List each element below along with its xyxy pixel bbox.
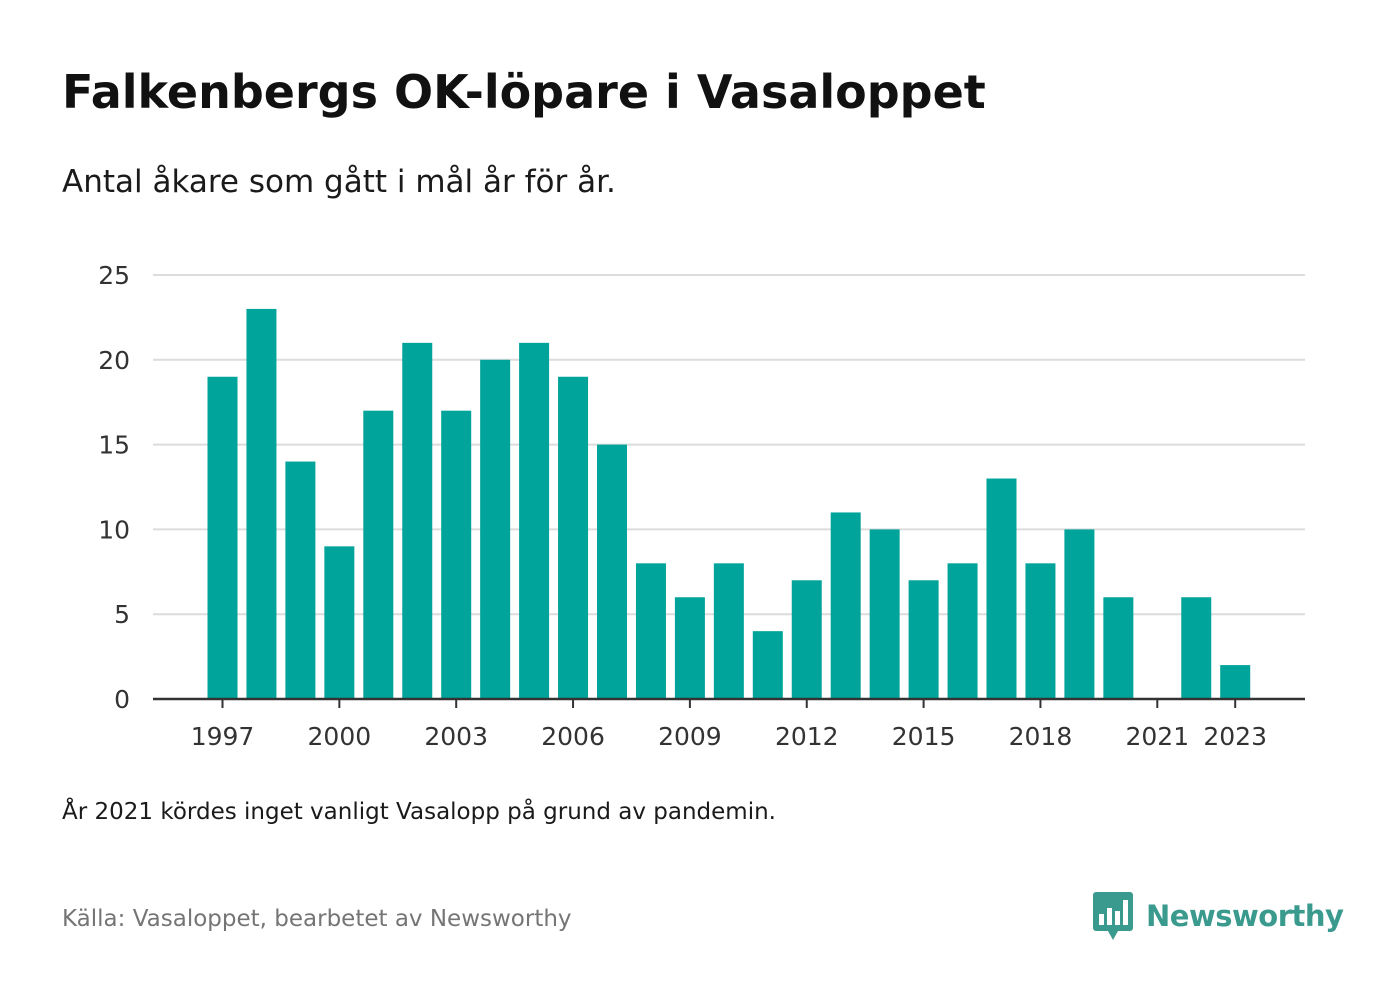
y-tick-label: 25 — [98, 261, 130, 290]
bars — [207, 308, 1251, 699]
x-axis-tick-labels: 1997 2000 2003 2006 2009 2012 2015 2018 2021 2023 — [191, 722, 1267, 751]
bar-2008 — [635, 563, 666, 699]
bar-2002 — [402, 342, 433, 699]
chart-title: Falkenbergs OK-löpare i Vasaloppet — [62, 65, 986, 119]
y-tick-label: 20 — [98, 346, 130, 375]
y-tick-label: 5 — [114, 600, 130, 629]
bar-2023 — [1220, 665, 1251, 699]
bar-2011 — [752, 631, 783, 699]
bar-2007 — [597, 444, 627, 699]
bar-2016 — [947, 563, 978, 699]
bar-2012 — [791, 580, 822, 699]
x-tick-label: 2000 — [308, 722, 372, 751]
bar-1998 — [246, 308, 277, 699]
y-tick-label: 15 — [98, 431, 130, 460]
bar-2014 — [869, 529, 900, 699]
x-tick-label: 2003 — [424, 722, 488, 751]
bar-2022 — [1181, 597, 1212, 699]
x-tick-label: 2006 — [541, 722, 605, 751]
source-credit: Källa: Vasaloppet, bearbetet av Newswort… — [62, 906, 572, 932]
bar-2019 — [1064, 529, 1095, 699]
bar-2013 — [830, 512, 861, 699]
bar-2018 — [1025, 563, 1056, 699]
x-tick-label: 2012 — [775, 722, 839, 751]
bar-2000 — [324, 546, 355, 699]
bar-2017 — [986, 478, 1017, 699]
chart-footnote: År 2021 kördes inget vanligt Vasalopp på… — [62, 799, 776, 825]
x-tick-label: 2021 — [1125, 722, 1189, 751]
newsworthy-logo: Newsworthy — [1092, 890, 1344, 942]
x-tick-label: 2015 — [892, 722, 956, 751]
bar-chart: 0 5 10 15 20 25 1997 2000 2003 2006 2009 2012 2015 2… — [98, 261, 1305, 751]
bar-2003 — [441, 410, 472, 699]
bar-1999 — [285, 461, 316, 699]
x-tick-label: 2023 — [1203, 722, 1267, 751]
bar-2020 — [1103, 597, 1134, 699]
brand-name: Newsworthy — [1146, 899, 1344, 933]
chart-subtitle: Antal åkare som gått i mål år för år. — [62, 164, 616, 200]
bar-2010 — [713, 563, 744, 699]
bar-2009 — [674, 597, 705, 699]
y-axis-tick-labels: 0 5 10 15 20 25 — [98, 261, 130, 714]
x-tick-label: 1997 — [191, 722, 255, 751]
x-axis — [153, 697, 1305, 708]
bar-2015 — [908, 580, 939, 699]
y-tick-label: 10 — [98, 515, 130, 544]
bar-1997 — [207, 376, 238, 699]
x-tick-label: 2018 — [1009, 722, 1073, 751]
y-tick-label: 0 — [114, 685, 130, 714]
bar-2005 — [519, 342, 550, 699]
x-tick-label: 2009 — [658, 722, 722, 751]
bar-2004 — [480, 359, 511, 699]
bar-chart-speech-bubble-icon — [1093, 892, 1133, 940]
bar-2006 — [558, 376, 589, 699]
bar-2001 — [363, 410, 394, 699]
